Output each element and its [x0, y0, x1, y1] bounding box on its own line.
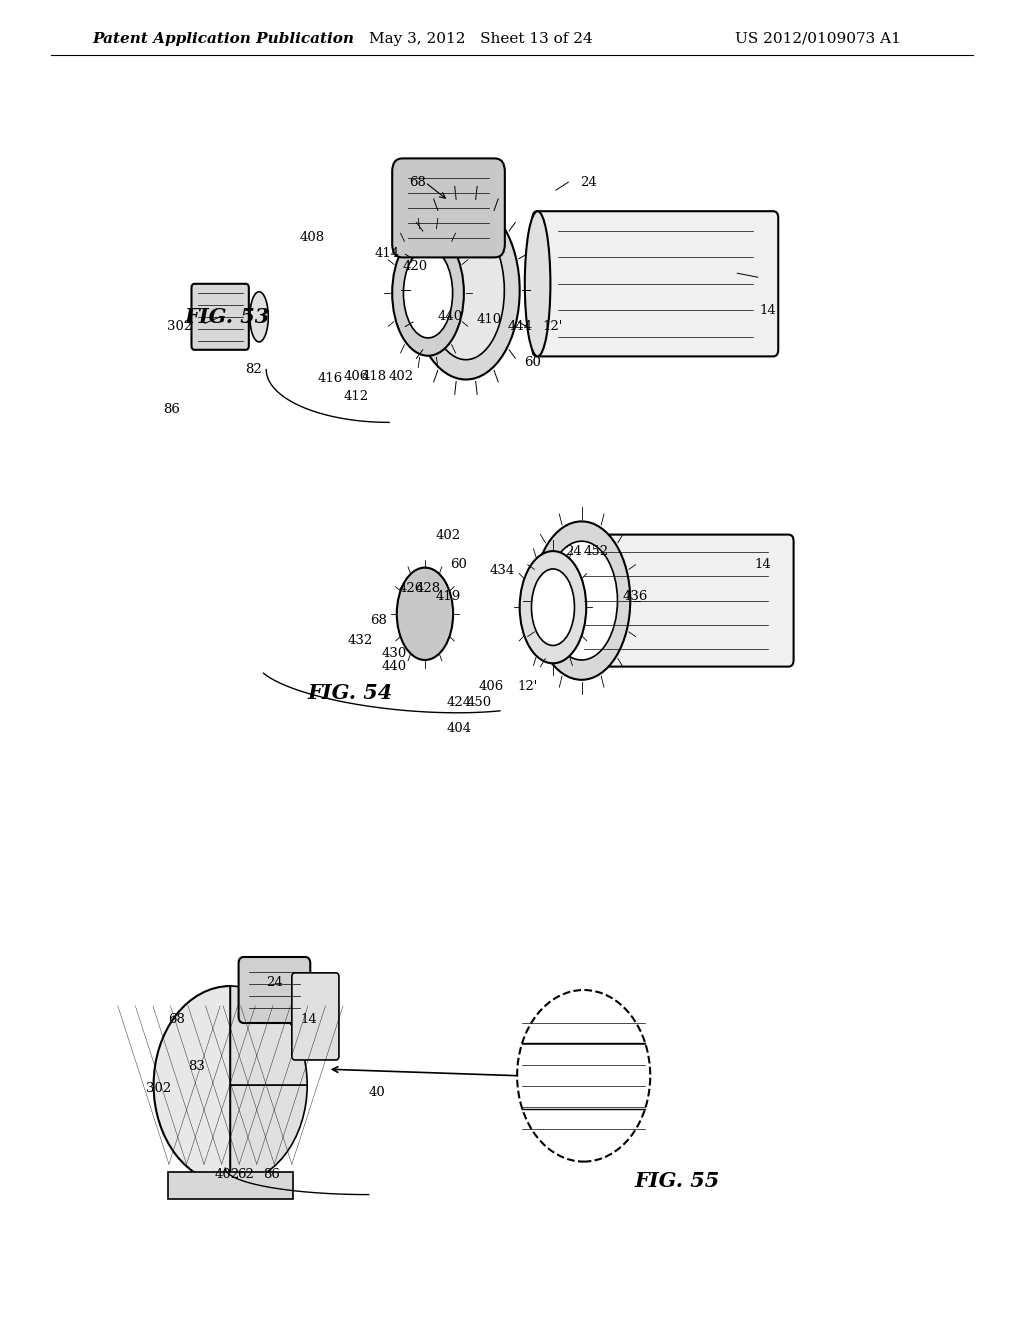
Ellipse shape — [552, 535, 574, 667]
FancyBboxPatch shape — [392, 158, 505, 257]
Text: 426: 426 — [399, 582, 424, 595]
Text: 416: 416 — [317, 372, 342, 385]
Text: 60: 60 — [451, 558, 467, 572]
Text: US 2012/0109073 A1: US 2012/0109073 A1 — [735, 32, 901, 46]
Ellipse shape — [392, 230, 464, 355]
Text: 68: 68 — [371, 614, 387, 627]
Text: 82: 82 — [246, 363, 262, 376]
Text: 83: 83 — [188, 1060, 205, 1073]
Text: FIG. 55: FIG. 55 — [635, 1171, 720, 1192]
FancyBboxPatch shape — [532, 211, 778, 356]
Text: 40: 40 — [369, 1086, 385, 1100]
Text: 14: 14 — [301, 1012, 317, 1026]
Text: 402: 402 — [436, 529, 461, 543]
Text: 302: 302 — [146, 1082, 171, 1096]
Text: 86: 86 — [164, 403, 180, 416]
Ellipse shape — [525, 211, 551, 356]
Text: 444: 444 — [508, 319, 532, 333]
Text: 450: 450 — [467, 696, 492, 709]
Text: 420: 420 — [402, 260, 427, 273]
Text: 410: 410 — [477, 313, 502, 326]
Text: 402: 402 — [215, 1168, 240, 1181]
Text: 404: 404 — [446, 722, 471, 735]
Text: 24: 24 — [266, 975, 283, 989]
Text: 418: 418 — [361, 370, 386, 383]
Text: 432: 432 — [348, 634, 373, 647]
FancyBboxPatch shape — [191, 284, 249, 350]
Ellipse shape — [250, 292, 268, 342]
FancyBboxPatch shape — [558, 535, 794, 667]
Text: 436: 436 — [623, 590, 647, 603]
Text: 14: 14 — [755, 558, 771, 572]
FancyBboxPatch shape — [292, 973, 339, 1060]
Text: 419: 419 — [436, 590, 461, 603]
Text: 430: 430 — [382, 647, 407, 660]
Ellipse shape — [546, 541, 617, 660]
Text: 68: 68 — [410, 176, 426, 189]
Text: May 3, 2012   Sheet 13 of 24: May 3, 2012 Sheet 13 of 24 — [370, 32, 593, 46]
Text: 12': 12' — [543, 319, 563, 333]
Ellipse shape — [520, 552, 586, 663]
Wedge shape — [230, 986, 307, 1085]
Ellipse shape — [396, 568, 453, 660]
Wedge shape — [230, 1085, 307, 1184]
Ellipse shape — [428, 220, 504, 359]
Text: 302: 302 — [167, 319, 191, 333]
Text: 414: 414 — [375, 247, 399, 260]
Text: 62: 62 — [238, 1168, 254, 1181]
Text: 12': 12' — [517, 680, 538, 693]
Ellipse shape — [403, 248, 453, 338]
Text: 440: 440 — [438, 310, 463, 323]
Text: 408: 408 — [300, 231, 325, 244]
Text: 424: 424 — [446, 696, 471, 709]
Ellipse shape — [532, 521, 630, 680]
Text: FIG. 53: FIG. 53 — [184, 306, 269, 327]
Text: 434: 434 — [489, 564, 514, 577]
Text: Patent Application Publication: Patent Application Publication — [92, 32, 354, 46]
Ellipse shape — [531, 569, 574, 645]
Text: 24: 24 — [581, 176, 597, 189]
Circle shape — [517, 990, 650, 1162]
Text: 86: 86 — [263, 1168, 280, 1181]
Ellipse shape — [412, 201, 520, 379]
Text: 428: 428 — [416, 582, 440, 595]
Text: 406: 406 — [479, 680, 504, 693]
Text: 406: 406 — [344, 370, 369, 383]
Wedge shape — [154, 986, 230, 1184]
Text: 24: 24 — [565, 545, 582, 558]
Text: 68: 68 — [168, 1012, 184, 1026]
Text: FIG. 54: FIG. 54 — [307, 682, 392, 704]
Text: 440: 440 — [382, 660, 407, 673]
Text: 412: 412 — [344, 389, 369, 403]
Text: 452: 452 — [584, 545, 608, 558]
Text: 60: 60 — [524, 356, 541, 370]
Text: 402: 402 — [389, 370, 414, 383]
FancyBboxPatch shape — [239, 957, 310, 1023]
Text: 14: 14 — [760, 304, 776, 317]
FancyBboxPatch shape — [168, 1172, 293, 1199]
